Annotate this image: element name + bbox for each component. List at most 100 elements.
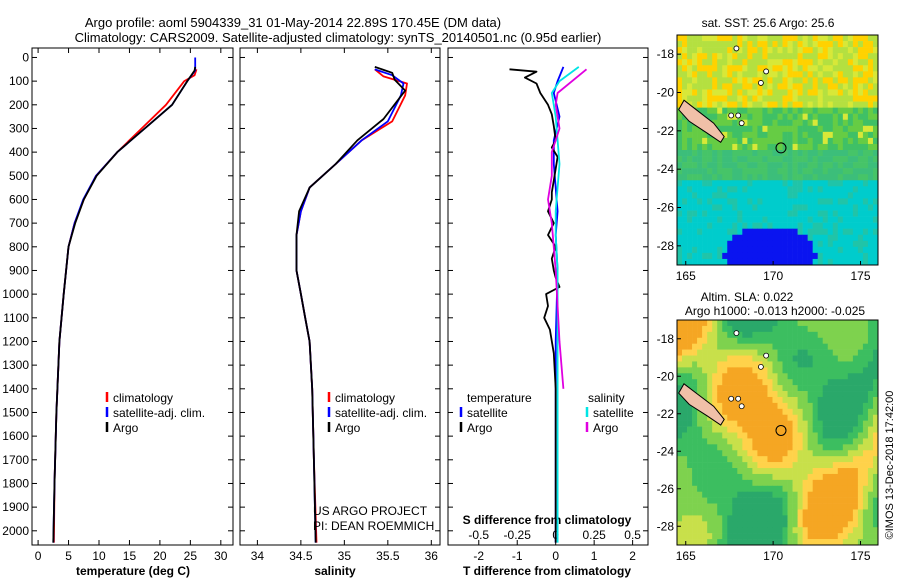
map-cell: [782, 168, 788, 175]
map-cell: [747, 479, 753, 487]
map-cell: [697, 35, 703, 42]
y-tick-label: 1300: [2, 358, 29, 372]
map-cell: [792, 379, 798, 386]
map-cell: [802, 35, 808, 42]
map-cell: [802, 47, 808, 54]
map-cell: [847, 246, 854, 254]
map-cell: [862, 228, 869, 236]
y-tick-label: 1600: [2, 429, 29, 443]
map-cell: [727, 210, 733, 217]
map-cell: [737, 539, 743, 546]
map-cell: [767, 246, 773, 254]
map-cell: [762, 426, 768, 433]
map-cell: [702, 491, 708, 498]
map-cell: [807, 396, 813, 404]
map-cell: [707, 521, 713, 528]
map-cell: [737, 444, 743, 451]
map-cell: [867, 101, 874, 108]
map-cell: [847, 119, 854, 127]
map-cell: [762, 77, 768, 84]
map-cell: [687, 186, 693, 193]
map-cell: [717, 180, 723, 187]
map-cell: [797, 168, 803, 175]
map-cell: [802, 331, 808, 339]
map-cell: [687, 438, 693, 445]
map-cell: [857, 131, 864, 139]
map-cell: [817, 391, 824, 398]
map-cell: [752, 444, 758, 451]
map-cell: [797, 396, 803, 404]
map-cell: [732, 503, 738, 510]
map-cell: [717, 210, 723, 217]
map-cell: [792, 355, 798, 362]
map-cell: [827, 426, 834, 433]
map-cell: [852, 125, 859, 133]
map-cell: [812, 521, 818, 528]
map-cell: [797, 343, 803, 350]
small-island: [735, 395, 742, 402]
map-cell: [692, 385, 698, 392]
map-cell: [707, 331, 713, 339]
map-cell: [797, 355, 803, 362]
map-cell: [822, 258, 829, 266]
map-cell: [757, 59, 763, 66]
map-cell: [827, 444, 834, 451]
map-cell: [782, 180, 788, 187]
map-cell: [837, 367, 844, 374]
map-cell: [677, 331, 683, 339]
map-cell: [777, 35, 783, 42]
map-cell: [677, 533, 683, 540]
map-cell: [707, 485, 713, 493]
map-cell: [837, 198, 844, 205]
map-frame: [676, 319, 879, 546]
map-cell: [697, 137, 703, 145]
map-cell: [862, 456, 869, 463]
map-cell: [752, 101, 758, 108]
map-cell: [812, 41, 818, 48]
map-cell: [742, 450, 748, 457]
map-cell: [702, 497, 708, 504]
map-cell: [697, 192, 703, 199]
map-cell: [842, 210, 849, 217]
map-y-tick-label: -18: [657, 332, 675, 346]
map-cell: [797, 131, 803, 139]
map-cell: [687, 143, 693, 151]
map-cell: [792, 65, 798, 72]
map-cell: [712, 83, 718, 90]
map-cell: [737, 65, 743, 72]
map-cell: [767, 83, 773, 90]
map-cell: [682, 216, 688, 223]
map-cell: [767, 131, 773, 139]
map-cell: [772, 192, 778, 199]
map-cell: [817, 527, 824, 534]
map-cell: [867, 47, 874, 54]
map-cell: [717, 143, 723, 151]
map-cell: [802, 533, 808, 540]
map-cell: [687, 367, 693, 374]
map-cell: [752, 497, 758, 504]
map-cell: [722, 432, 728, 439]
map-cell: [817, 349, 824, 356]
map-cell: [822, 527, 829, 534]
x-axis-label: salinity: [314, 564, 356, 578]
map-cell: [687, 539, 693, 546]
map-cell: [777, 101, 783, 108]
map-cell: [842, 385, 849, 392]
map-cell: [772, 473, 778, 481]
map-cell: [747, 252, 753, 260]
map-cell: [692, 444, 698, 451]
map-cell: [727, 198, 733, 205]
map-cell: [832, 35, 839, 42]
map-cell: [702, 503, 708, 510]
map-cell: [852, 65, 859, 72]
map-y-tick-label: -26: [657, 201, 675, 215]
map-cell: [742, 331, 748, 339]
map-cell: [702, 414, 708, 421]
map-cell: [732, 320, 738, 327]
map-cell: [692, 420, 698, 427]
map-cell: [842, 337, 849, 344]
map-cell: [832, 479, 839, 487]
map-cell: [872, 444, 879, 451]
map-cell: [732, 180, 738, 187]
small-island: [763, 352, 770, 359]
